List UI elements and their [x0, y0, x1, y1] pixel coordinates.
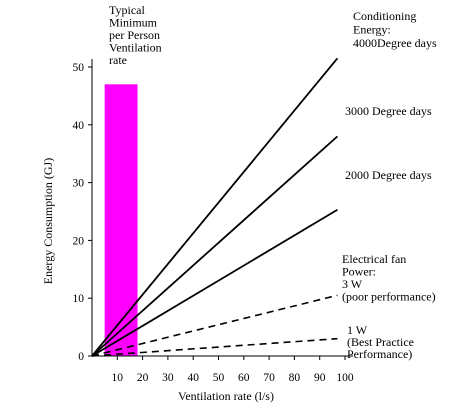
series-label-1: Conditioning Energy: 4000Degree days	[353, 9, 437, 50]
series-label-1-line: 4000Degree days	[353, 36, 437, 50]
series-label-3: 2000 Degree days	[345, 168, 432, 182]
series-label-2: 3000 Degree days	[345, 104, 432, 118]
series-line-5	[91, 337, 338, 357]
x-tick-label: 40	[187, 372, 199, 384]
band-label-line: rate	[109, 53, 127, 67]
series-label-5: 1 W (Best Practice Performance)	[347, 323, 414, 361]
band-label-line: Minimum	[109, 16, 158, 30]
y-tick-label: 30	[73, 178, 85, 190]
x-tick-label: 20	[137, 372, 149, 384]
x-tick-label: 10	[112, 372, 124, 384]
annotations: Typical Minimum per Person Ventilation rate C…	[109, 3, 437, 361]
series-label-4-line: Electrical fan	[342, 252, 406, 266]
band-label-line: Typical	[109, 3, 145, 17]
series-label-4-line: 3 W	[342, 277, 363, 291]
y-tick-label: 10	[73, 293, 85, 305]
series-label-1-line: Conditioning	[353, 9, 416, 23]
y-tick-label: 50	[73, 62, 85, 74]
y-tick-label: 40	[73, 120, 85, 132]
y-axis-label: Energy Consumption (GJ)	[41, 158, 55, 284]
series-line-2	[91, 135, 339, 357]
y-ticks: 0 10 20 30 40 50	[73, 62, 92, 363]
x-tick-label: 30	[162, 372, 174, 384]
series-label-4-line: (poor performance)	[342, 290, 436, 304]
series-label-4-line: Power:	[342, 265, 376, 279]
y-tick-label: 0	[78, 351, 84, 363]
band-label-line: Ventilation	[109, 41, 162, 55]
x-tick-label: 70	[263, 372, 275, 384]
series-label-5-line: 1 W	[347, 323, 368, 337]
x-tick-label: 90	[314, 372, 326, 384]
x-tick-label: 50	[213, 372, 225, 384]
x-tick-label: 80	[289, 372, 301, 384]
series-label-5-line: (Best Practice	[347, 335, 414, 349]
x-axis-label: Ventilation rate (l/s)	[178, 389, 274, 403]
series-label-2-line: 3000 Degree days	[345, 104, 432, 118]
band-label-line: per Person	[109, 28, 160, 42]
band-label: Typical Minimum per Person Ventilation rate	[109, 3, 162, 67]
x-tick-label: 100	[336, 372, 354, 384]
x-tick-label: 60	[238, 372, 250, 384]
x-ticks: 10 20 30 40 50 60 70 80 90 100	[112, 356, 354, 384]
series-label-5-line: Performance)	[347, 347, 412, 361]
series-label-3-line: 2000 Degree days	[345, 168, 432, 182]
series-layer	[91, 57, 339, 357]
highlight-band	[104, 84, 138, 356]
series-line-1	[91, 57, 339, 357]
y-tick-label: 20	[73, 235, 85, 247]
series-label-4: Electrical fan Power: 3 W (poor performance…	[342, 252, 436, 304]
series-label-1-line: Energy:	[353, 23, 391, 37]
series-line-4	[91, 294, 338, 357]
series-line-3	[91, 208, 338, 357]
